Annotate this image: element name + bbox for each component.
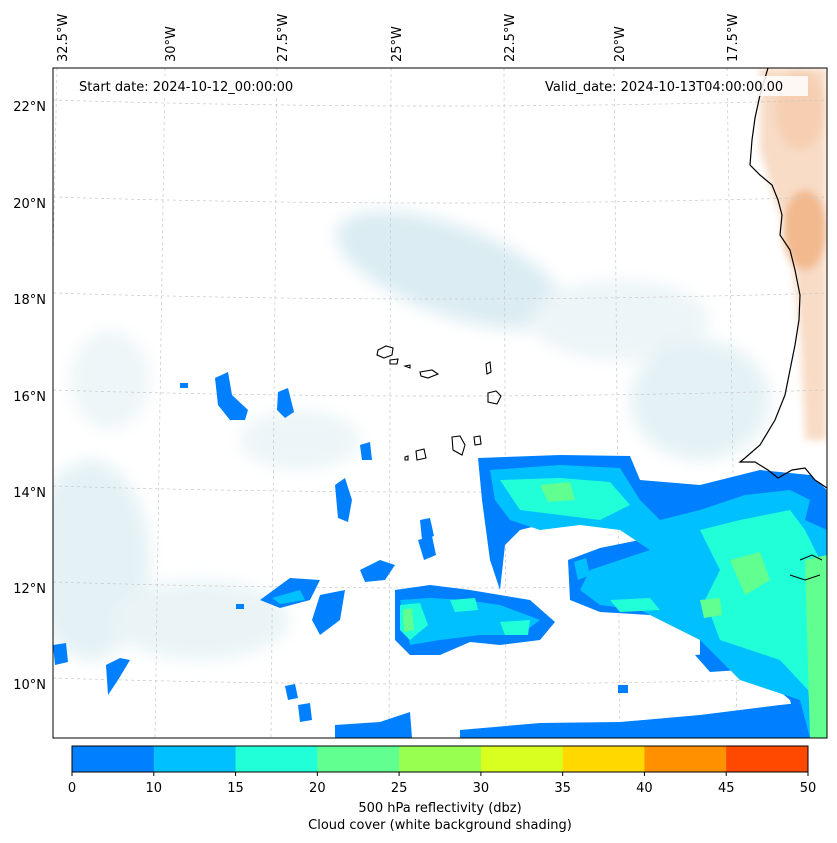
longitude-label: 32.5°W — [56, 14, 71, 62]
reflectivity-layer-20-25 — [403, 482, 827, 738]
colorbar-swatch — [235, 746, 318, 772]
colorbar-swatch — [317, 746, 400, 772]
latitude-label: 20°N — [13, 197, 46, 212]
colorbar-swatch — [726, 746, 809, 772]
latitude-labels: 22°N 20°N 18°N 16°N 14°N 12°N 10°N — [13, 100, 46, 693]
colorbar-tick-label: 25 — [391, 781, 408, 796]
longitude-label: 22.5°W — [503, 14, 518, 62]
longitude-labels: 32.5°W 30°W 27.5°W 25°W 22.5°W 20°W 17.5°W — [56, 14, 741, 62]
colorbar-sublabel: Cloud cover (white background shading) — [308, 818, 572, 833]
colorbar-tick-label: 20 — [309, 781, 326, 796]
latitude-label: 10°N — [13, 678, 46, 693]
colorbar-swatch — [480, 746, 564, 772]
colorbar-swatch — [644, 746, 727, 772]
colorbar-tick-label: 30 — [473, 781, 490, 796]
colorbar-swatch — [153, 746, 237, 772]
colorbar-swatch — [399, 746, 482, 772]
colorbar-tick-label: 0 — [68, 781, 76, 796]
map-frame — [52, 67, 828, 739]
longitude-label: 27.5°W — [276, 14, 291, 62]
longitude-label: 17.5°W — [726, 14, 741, 62]
longitude-label: 25°W — [390, 26, 405, 62]
valid-date-label: Valid_date: 2024-10-13T04:00:00.00 — [545, 80, 783, 95]
gambia-river-border — [789, 554, 823, 581]
latitude-label: 18°N — [13, 293, 46, 308]
colorbar-tick-label: 50 — [800, 781, 817, 796]
colorbar-tick-label: 45 — [718, 781, 735, 796]
latitude-label: 12°N — [13, 582, 46, 597]
colorbar-tick-label: 40 — [636, 781, 653, 796]
longitude-label: 20°W — [613, 26, 628, 62]
colorbar-tick-label: 35 — [554, 781, 571, 796]
cape-verde-islands — [376, 345, 502, 461]
latitude-label: 22°N — [13, 100, 46, 115]
colorbar: 0 10 15 20 25 30 35 40 45 50 — [68, 745, 817, 796]
latitude-label: 16°N — [13, 390, 46, 405]
colorbar-tick-label: 10 — [146, 781, 163, 796]
longitude-label: 30°W — [164, 26, 179, 62]
cloud-cover-shading — [53, 211, 770, 660]
african-coastline — [738, 68, 827, 489]
colorbar-swatch — [72, 746, 155, 772]
start-date-label: Start date: 2024-10-12_00:00:00 — [79, 80, 293, 95]
colorbar-label: 500 hPa reflectivity (dbz) — [358, 801, 522, 816]
colorbar-swatch — [562, 746, 645, 772]
colorbar-tick-label: 15 — [227, 781, 244, 796]
latitude-label: 14°N — [13, 486, 46, 501]
